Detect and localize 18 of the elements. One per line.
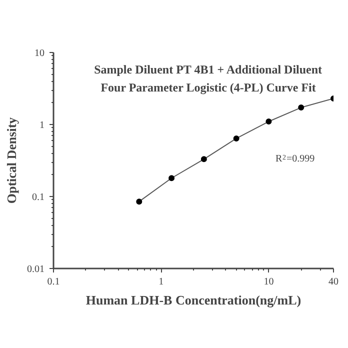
- point: [136, 198, 142, 205]
- point: [200, 156, 207, 162]
- x-tick-label: 10: [264, 276, 274, 288]
- point: [233, 135, 240, 142]
- point: [266, 118, 272, 125]
- point: [298, 104, 304, 111]
- point: [168, 175, 175, 182]
- text: Four Parameter Logistic (4-PL) Curve Fit: [100, 80, 316, 94]
- x-tick-label: 0.1: [47, 276, 60, 288]
- y-tick-label: 0.01: [27, 264, 44, 275]
- y-tick-label: 0.1: [32, 192, 44, 203]
- x-tick-label: 1: [158, 276, 164, 288]
- x-axis-title: Human LDH-B Concentration(ng/mL): [86, 292, 302, 308]
- text: Sample Diluent PT 4B1 + Additional Diluent: [94, 62, 322, 76]
- x-tick-label: 40: [328, 276, 338, 288]
- y-tick-label: 10: [34, 48, 44, 59]
- y-tick-label: 1: [40, 120, 44, 131]
- y-axis-title: Optical Density: [4, 116, 19, 204]
